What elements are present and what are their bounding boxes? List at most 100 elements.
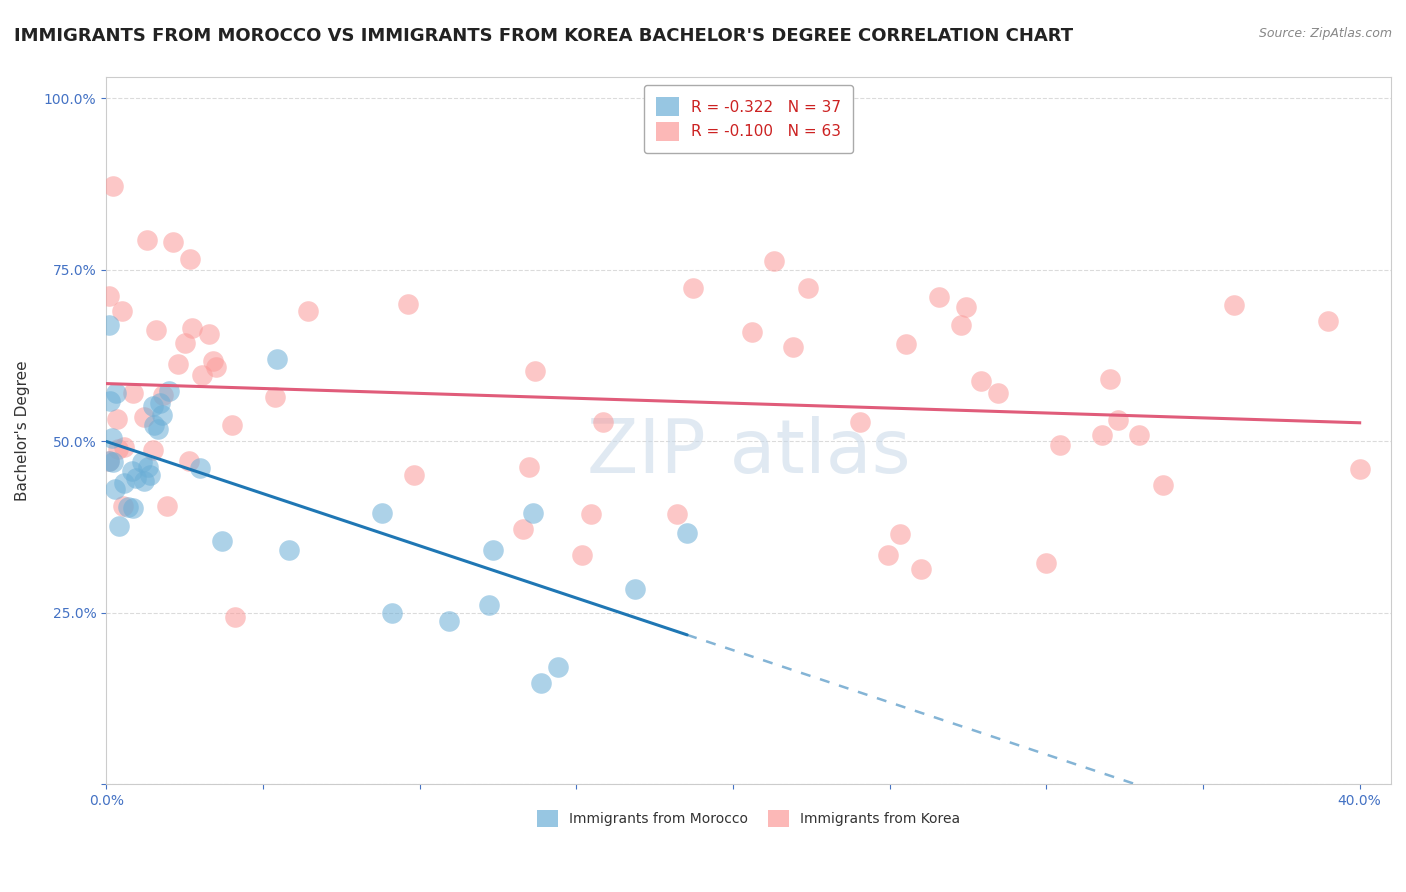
Point: [1091, 428, 1114, 442]
Point: [132, 474, 155, 488]
Point: [482, 543, 505, 558]
Point: [205, 359, 228, 374]
Point: [145, 323, 167, 337]
Point: [142, 443, 165, 458]
Point: [104, 385, 127, 400]
Point: [211, 534, 233, 549]
Point: [221, 418, 243, 433]
Point: [152, 388, 174, 402]
Point: [149, 396, 172, 410]
Point: [112, 475, 135, 490]
Point: [103, 482, 125, 496]
Point: [676, 525, 699, 540]
Point: [111, 499, 134, 513]
Point: [1035, 556, 1057, 570]
Point: [579, 507, 602, 521]
Point: [1107, 412, 1129, 426]
Point: [396, 297, 419, 311]
Point: [136, 233, 159, 247]
Point: [763, 254, 786, 268]
Point: [523, 364, 546, 378]
Point: [103, 178, 125, 193]
Point: [796, 281, 818, 295]
Point: [955, 300, 977, 314]
Point: [122, 385, 145, 400]
Point: [98, 394, 121, 409]
Point: [896, 337, 918, 351]
Point: [198, 327, 221, 342]
Point: [987, 385, 1010, 400]
Point: [173, 335, 195, 350]
Legend: Immigrants from Morocco, Immigrants from Korea: Immigrants from Morocco, Immigrants from…: [530, 803, 967, 834]
Point: [98, 454, 121, 468]
Point: [402, 467, 425, 482]
Point: [111, 304, 134, 318]
Point: [928, 290, 950, 304]
Text: Source: ZipAtlas.com: Source: ZipAtlas.com: [1258, 27, 1392, 40]
Point: [682, 280, 704, 294]
Point: [131, 455, 153, 469]
Point: [571, 548, 593, 562]
Point: [124, 471, 146, 485]
Point: [297, 304, 319, 318]
Point: [107, 442, 129, 457]
Point: [117, 500, 139, 514]
Point: [166, 357, 188, 371]
Point: [889, 527, 911, 541]
Point: [179, 453, 201, 467]
Point: [181, 320, 204, 334]
Point: [103, 455, 125, 469]
Point: [1098, 372, 1121, 386]
Point: [949, 318, 972, 332]
Point: [224, 610, 246, 624]
Point: [782, 340, 804, 354]
Point: [547, 660, 569, 674]
Point: [381, 606, 404, 620]
Point: [122, 500, 145, 515]
Point: [1049, 438, 1071, 452]
Point: [371, 506, 394, 520]
Point: [1348, 462, 1371, 476]
Point: [138, 460, 160, 475]
Point: [910, 562, 932, 576]
Point: [1128, 427, 1150, 442]
Point: [1152, 478, 1174, 492]
Point: [101, 431, 124, 445]
Point: [150, 408, 173, 422]
Point: [970, 374, 993, 388]
Point: [522, 506, 544, 520]
Point: [98, 289, 121, 303]
Point: [1317, 314, 1340, 328]
Point: [108, 519, 131, 533]
Point: [121, 464, 143, 478]
Point: [143, 418, 166, 433]
Point: [530, 676, 553, 690]
Point: [190, 368, 212, 382]
Point: [478, 598, 501, 612]
Point: [512, 522, 534, 536]
Point: [437, 615, 460, 629]
Point: [666, 507, 689, 521]
Point: [277, 542, 299, 557]
Text: IMMIGRANTS FROM MOROCCO VS IMMIGRANTS FROM KOREA BACHELOR'S DEGREE CORRELATION C: IMMIGRANTS FROM MOROCCO VS IMMIGRANTS FR…: [14, 27, 1073, 45]
Point: [148, 422, 170, 436]
Point: [517, 460, 540, 475]
Point: [98, 318, 121, 332]
Y-axis label: Bachelor's Degree: Bachelor's Degree: [15, 360, 30, 501]
Point: [157, 384, 180, 399]
Point: [188, 460, 211, 475]
Point: [741, 325, 763, 339]
Point: [266, 351, 288, 366]
Point: [849, 415, 872, 429]
Point: [624, 582, 647, 597]
Text: ZIP atlas: ZIP atlas: [586, 416, 911, 489]
Point: [162, 235, 184, 249]
Point: [1223, 298, 1246, 312]
Point: [98, 454, 121, 468]
Point: [264, 390, 287, 404]
Point: [156, 500, 179, 514]
Point: [592, 415, 614, 429]
Point: [179, 252, 201, 266]
Point: [142, 399, 165, 413]
Point: [138, 468, 160, 483]
